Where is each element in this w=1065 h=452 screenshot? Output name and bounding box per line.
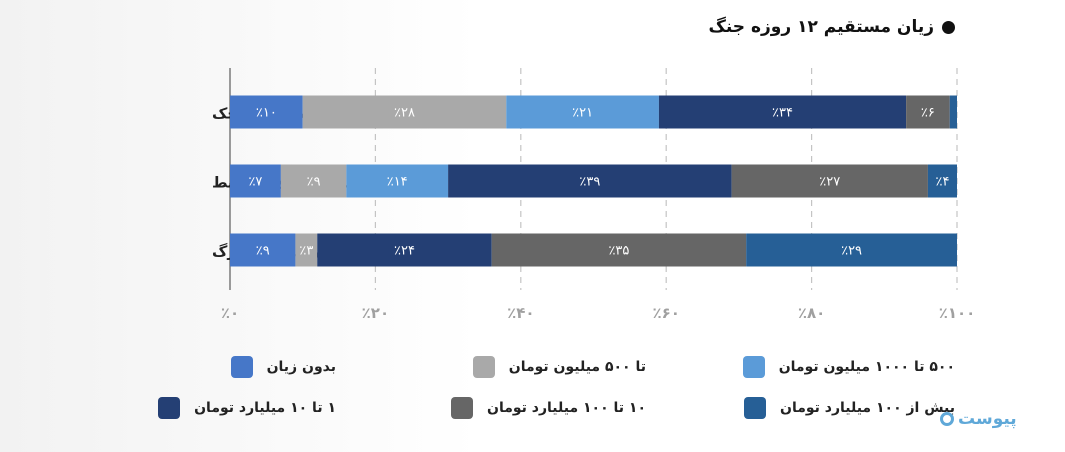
- x-tick-label: ٪۴۰: [507, 304, 534, 322]
- data-label: ٪۲۷: [819, 175, 840, 190]
- legend-swatch: [472, 356, 495, 378]
- bar-segment: [927, 164, 957, 198]
- bar-segment: [230, 164, 281, 198]
- legend-swatch: [742, 356, 765, 378]
- legend-swatch: [744, 397, 766, 419]
- bar-segment: [658, 95, 907, 129]
- bar-segment: [906, 95, 950, 129]
- bar-segment: [280, 164, 347, 198]
- x-tick-label: ٪۶۰: [652, 304, 679, 322]
- x-tick-label: ٪۲۰: [362, 304, 389, 322]
- x-tick-label: ٪۱۰۰: [939, 304, 976, 322]
- chart-title-row: زیان مستقیم ۱۲ روزه جنگ: [708, 17, 955, 37]
- data-label: ٪۷: [248, 175, 262, 190]
- data-label: ٪۳: [299, 244, 313, 259]
- bar-segment: [302, 95, 507, 129]
- x-tick-label: ٪۰: [221, 304, 239, 322]
- data-label: ٪۶: [921, 106, 935, 121]
- legend-label: ۵۰۰ تا ۱۰۰۰ میلیون تومان: [778, 359, 955, 375]
- legend-label: ۱ تا ۱۰ میلیارد تومان: [194, 400, 336, 416]
- legend-item: ۱ تا ۱۰ میلیارد تومان: [158, 397, 336, 419]
- legend-swatch: [230, 356, 253, 378]
- data-label: ٪۲۴: [394, 244, 415, 259]
- legend-item: بدون زیان: [230, 356, 336, 378]
- bar-segment: [230, 233, 296, 267]
- data-label: ٪۱۴: [387, 175, 408, 190]
- data-label: ٪۳۹: [579, 175, 600, 190]
- legend-item: تا ۵۰۰ میلیون تومان: [472, 356, 646, 378]
- bar-segment: [506, 95, 659, 129]
- data-label: ٪۹: [256, 244, 270, 259]
- data-label: ٪۳۵: [608, 244, 629, 259]
- title-bullet-icon: [942, 20, 955, 34]
- bar-segment: [491, 233, 747, 267]
- bar-segment: [317, 233, 492, 267]
- bar-segment: [448, 164, 732, 198]
- legend-label: بیش از ۱۰۰ میلیارد تومان: [780, 400, 955, 416]
- data-label: ٪۳۴: [772, 106, 793, 121]
- logo-text: پیوست: [958, 409, 1017, 429]
- data-label: ٪۲۹: [841, 244, 862, 259]
- legend-swatch: [451, 397, 474, 419]
- bar-segment: [746, 233, 957, 267]
- legend-label: ۱۰ تا ۱۰۰ میلیارد تومان: [487, 400, 646, 416]
- data-label: ٪۲۸: [394, 106, 415, 121]
- chart-title: زیان مستقیم ۱۲ روزه جنگ: [708, 17, 934, 37]
- bar-segment: [731, 164, 928, 198]
- legend-item: بیش از ۱۰۰ میلیارد تومان: [744, 397, 955, 419]
- data-label: ٪۱۰: [256, 106, 277, 121]
- legend-label: تا ۵۰۰ میلیون تومان: [508, 359, 646, 375]
- legend-item: ۱۰ تا ۱۰۰ میلیارد تومان: [451, 397, 646, 419]
- bar-segment: [230, 95, 303, 129]
- legend-swatch: [158, 397, 181, 419]
- legend-item: ۵۰۰ تا ۱۰۰۰ میلیون تومان: [742, 356, 955, 378]
- bar-segment: [949, 95, 957, 129]
- bar-segment: [346, 164, 449, 198]
- legend-label: بدون زیان: [266, 359, 336, 375]
- data-label: ٪۲۱: [572, 106, 593, 121]
- data-label: ٪۹: [307, 175, 321, 190]
- logo-mark-icon: [940, 412, 954, 426]
- data-label: ٪۴: [935, 175, 949, 190]
- x-tick-label: ٪۸۰: [798, 304, 825, 322]
- logo: پیوست: [940, 409, 1017, 429]
- bar-segment: [295, 233, 318, 267]
